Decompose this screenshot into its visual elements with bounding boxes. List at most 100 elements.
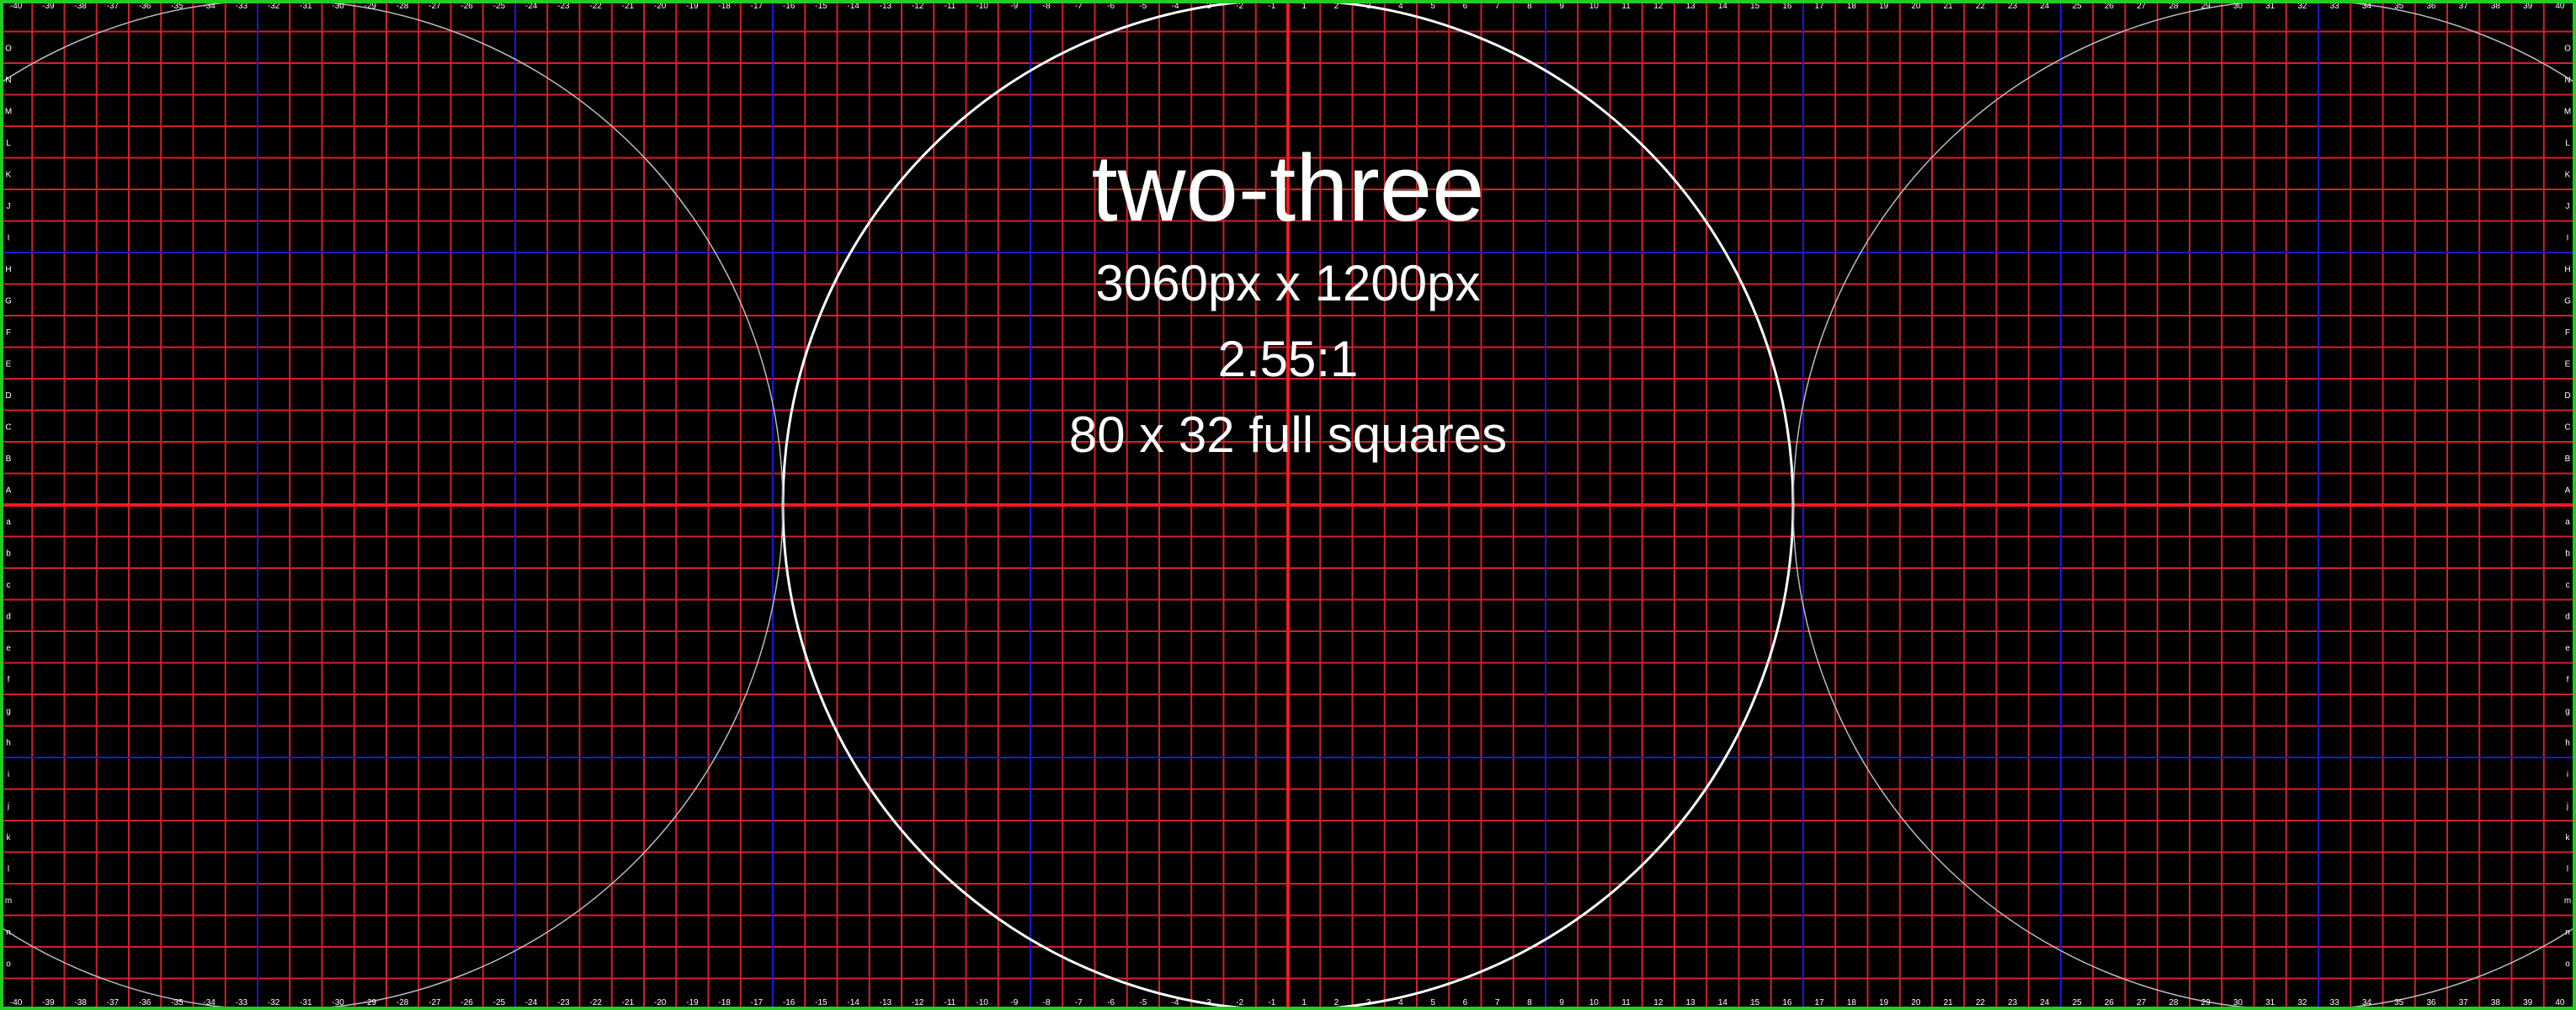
column-label-bottom: -19: [686, 998, 699, 1007]
row-label-left: a: [6, 518, 11, 527]
row-label-left: O: [5, 44, 12, 53]
row-label-right: F: [2565, 328, 2570, 338]
column-label-top: -11: [945, 2, 956, 11]
row-label-right: g: [2565, 707, 2570, 716]
column-label-top: -24: [525, 2, 538, 11]
column-label-bottom: -38: [74, 998, 87, 1007]
row-label-right: D: [2564, 391, 2570, 401]
column-label-top: 14: [1718, 2, 1728, 11]
column-label-bottom: -6: [1107, 998, 1115, 1007]
column-label-bottom: 20: [1911, 998, 1921, 1007]
column-label-bottom: 19: [1879, 998, 1889, 1007]
row-label-left: k: [7, 833, 12, 843]
column-label-bottom: -22: [589, 998, 602, 1007]
row-label-left: C: [5, 423, 11, 432]
column-label-bottom: -7: [1075, 998, 1083, 1007]
column-label-top: -5: [1139, 2, 1147, 11]
column-label-bottom: -36: [139, 998, 152, 1007]
row-label-left: i: [8, 770, 9, 779]
column-label-top: 23: [2008, 2, 2018, 11]
column-label-bottom: -2: [1236, 998, 1243, 1007]
row-label-left: K: [6, 170, 12, 179]
column-label-top: -21: [622, 2, 635, 11]
row-label-right: i: [2567, 770, 2568, 779]
column-label-bottom: 40: [2555, 998, 2565, 1007]
column-label-top: 10: [1589, 2, 1599, 11]
column-label-top: 27: [2137, 2, 2147, 11]
row-label-right: e: [2565, 644, 2570, 653]
column-label-top: 13: [1686, 2, 1696, 11]
column-label-bottom: -15: [815, 998, 828, 1007]
column-label-top: -7: [1075, 2, 1083, 11]
column-label-bottom: 33: [2330, 998, 2340, 1007]
column-label-top: 31: [2265, 2, 2275, 11]
column-label-bottom: 6: [1463, 998, 1468, 1007]
column-label-top: 7: [1495, 2, 1500, 11]
row-label-right: H: [2564, 265, 2570, 274]
column-label-top: 35: [2394, 2, 2404, 11]
column-label-top: 39: [2523, 2, 2533, 11]
column-label-top: 25: [2073, 2, 2083, 11]
column-label-top: 15: [1750, 2, 1760, 11]
column-label-top: -27: [428, 2, 441, 11]
column-label-top: 5: [1430, 2, 1435, 11]
column-label-top: 18: [1847, 2, 1857, 11]
column-label-top: 19: [1879, 2, 1889, 11]
column-label-bottom: -21: [622, 998, 635, 1007]
column-label-top: -29: [365, 2, 377, 11]
column-label-bottom: 34: [2362, 998, 2372, 1007]
column-label-top: 24: [2040, 2, 2050, 11]
column-label-bottom: 37: [2459, 998, 2469, 1007]
column-label-bottom: -39: [42, 998, 55, 1007]
column-label-top: 17: [1815, 2, 1825, 11]
column-label-bottom: 36: [2426, 998, 2436, 1007]
column-label-bottom: 26: [2105, 998, 2115, 1007]
column-label-top: 38: [2491, 2, 2501, 11]
row-label-right: O: [2564, 44, 2571, 53]
column-label-top: -37: [107, 2, 120, 11]
column-label-top: -38: [74, 2, 87, 11]
column-label-bottom: -18: [718, 998, 731, 1007]
column-label-bottom: -14: [847, 998, 860, 1007]
column-label-top: -31: [300, 2, 312, 11]
column-label-bottom: 18: [1847, 998, 1857, 1007]
column-label-top: 4: [1398, 2, 1403, 11]
column-label-top: -33: [236, 2, 248, 11]
row-label-right: h: [2565, 738, 2570, 747]
row-label-right: M: [2564, 107, 2571, 116]
row-label-right: m: [2564, 896, 2571, 906]
column-label-top: 36: [2426, 2, 2436, 11]
column-label-top: -23: [557, 2, 570, 11]
column-label-bottom: -11: [945, 998, 956, 1007]
column-label-top: -12: [912, 2, 924, 11]
column-label-bottom: 16: [1782, 998, 1792, 1007]
column-label-top: -9: [1010, 2, 1018, 11]
column-label-top: 32: [2297, 2, 2307, 11]
squares-text: 80 x 32 full squares: [1068, 407, 1508, 463]
column-label-bottom: -33: [236, 998, 248, 1007]
row-label-left: A: [6, 486, 12, 495]
row-label-right: k: [2566, 833, 2571, 843]
column-label-top: 6: [1463, 2, 1468, 11]
column-label-top: 2: [1334, 2, 1339, 11]
column-label-top: -36: [139, 2, 152, 11]
row-label-right: A: [2565, 486, 2571, 495]
column-label-top: -16: [783, 2, 796, 11]
row-label-left: M: [5, 107, 12, 116]
column-label-bottom: 25: [2073, 998, 2083, 1007]
column-label-top: -26: [460, 2, 473, 11]
row-label-right: a: [2565, 518, 2570, 527]
column-label-bottom: -25: [493, 998, 506, 1007]
grid-labels: -40-40-39-39-38-38-37-37-36-36-35-35-34-…: [5, 2, 2571, 1007]
column-label-top: 26: [2105, 2, 2115, 11]
column-label-top: -19: [686, 2, 699, 11]
column-label-top: -34: [203, 2, 216, 11]
row-label-right: f: [2567, 675, 2569, 684]
column-label-top: -15: [815, 2, 828, 11]
info-block: two-three 3060px x 1200px 2.55:1 80 x 32…: [0, 135, 2576, 473]
